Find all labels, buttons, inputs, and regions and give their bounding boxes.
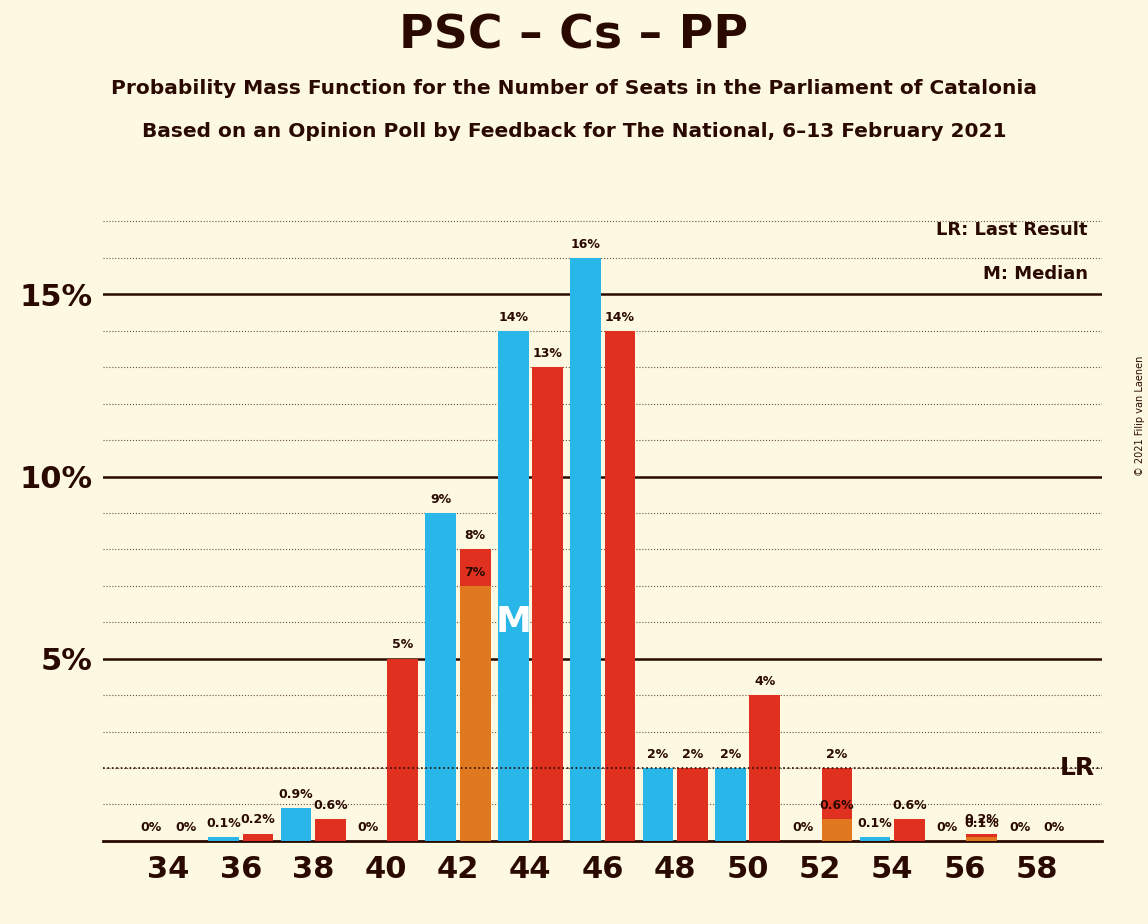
Text: 0%: 0% [141, 821, 162, 833]
Text: 0.6%: 0.6% [892, 798, 926, 811]
Text: 0%: 0% [937, 821, 957, 833]
Bar [208, 837, 239, 841]
Text: 0%: 0% [174, 821, 196, 833]
Text: 9%: 9% [430, 492, 451, 505]
Bar [715, 768, 746, 841]
Text: 5%: 5% [393, 638, 413, 651]
Text: 7%: 7% [465, 565, 486, 578]
Bar [242, 833, 273, 841]
Text: 0.1%: 0.1% [207, 817, 241, 830]
Text: 0%: 0% [1009, 821, 1031, 833]
Bar [750, 695, 779, 841]
Text: 0.1%: 0.1% [858, 817, 892, 830]
Text: M: M [495, 605, 532, 639]
Bar [822, 768, 852, 841]
Bar [387, 659, 418, 841]
Text: 14%: 14% [605, 310, 635, 323]
Text: 0.2%: 0.2% [964, 813, 999, 826]
Text: © 2021 Filip van Laenen: © 2021 Filip van Laenen [1135, 356, 1145, 476]
Bar [967, 833, 998, 841]
Text: 8%: 8% [465, 529, 486, 542]
Bar [459, 550, 490, 841]
Text: 14%: 14% [498, 310, 528, 323]
Text: 2%: 2% [682, 748, 703, 760]
Bar [967, 837, 998, 841]
Bar [822, 819, 852, 841]
Bar [677, 768, 707, 841]
Text: LR: LR [1060, 756, 1095, 780]
Text: 0.6%: 0.6% [820, 798, 854, 811]
Bar [860, 837, 891, 841]
Text: 0.9%: 0.9% [279, 788, 313, 801]
Text: 0%: 0% [792, 821, 813, 833]
Bar [498, 331, 528, 841]
Text: 13%: 13% [533, 346, 563, 360]
Bar [280, 808, 311, 841]
Bar [533, 367, 563, 841]
Bar [605, 331, 635, 841]
Text: 2%: 2% [720, 748, 740, 760]
Text: 0%: 0% [358, 821, 379, 833]
Text: 2%: 2% [827, 748, 847, 760]
Bar [643, 768, 673, 841]
Text: Probability Mass Function for the Number of Seats in the Parliament of Catalonia: Probability Mass Function for the Number… [111, 79, 1037, 98]
Text: 2%: 2% [647, 748, 668, 760]
Text: PSC – Cs – PP: PSC – Cs – PP [400, 14, 748, 59]
Text: LR: Last Result: LR: Last Result [936, 222, 1087, 239]
Text: M: Median: M: Median [983, 265, 1087, 284]
Bar [426, 513, 456, 841]
Text: 0.1%: 0.1% [964, 817, 999, 830]
Text: 4%: 4% [754, 675, 775, 687]
Bar [459, 586, 490, 841]
Bar [894, 819, 925, 841]
Text: 0.6%: 0.6% [313, 798, 348, 811]
Text: 0.2%: 0.2% [241, 813, 276, 826]
Text: 16%: 16% [571, 237, 600, 250]
Text: Based on an Opinion Poll by Feedback for The National, 6–13 February 2021: Based on an Opinion Poll by Feedback for… [141, 122, 1007, 141]
Bar [315, 819, 346, 841]
Text: 0%: 0% [1044, 821, 1064, 833]
Bar [571, 258, 600, 841]
